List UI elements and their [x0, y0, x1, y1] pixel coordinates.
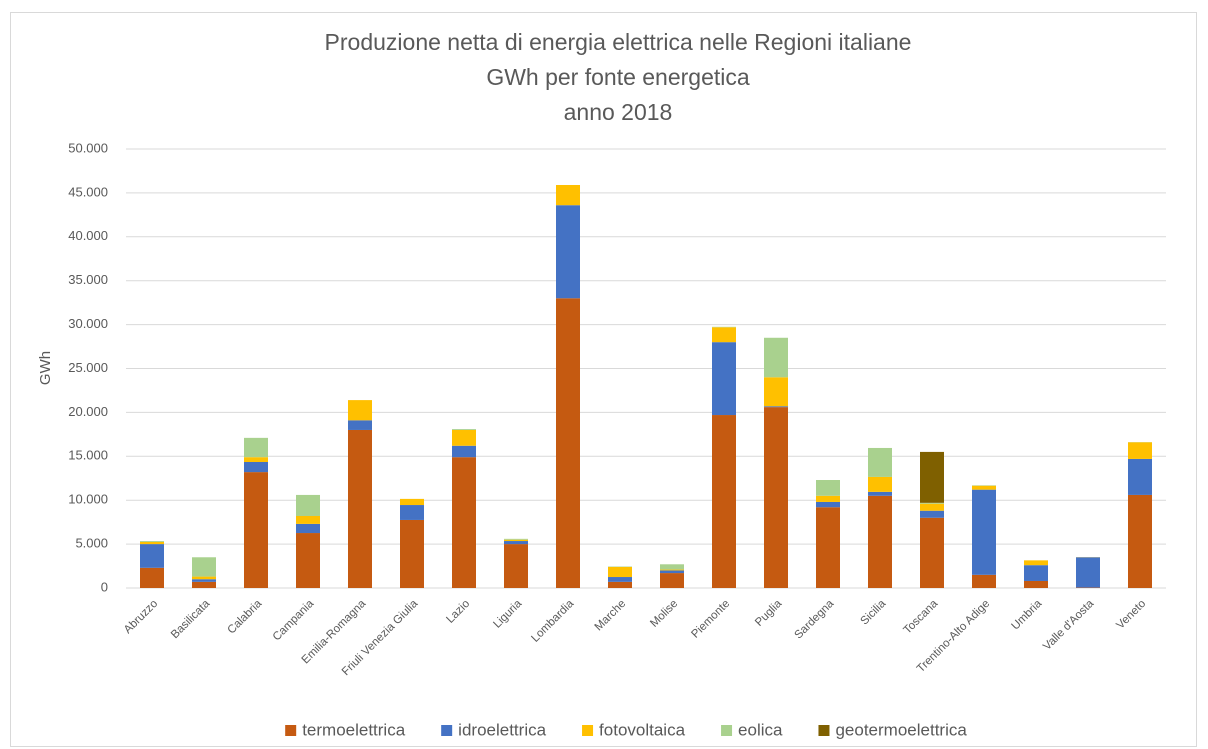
bar-segment	[920, 517, 944, 588]
bar-segment	[244, 437, 268, 458]
bar-segment	[660, 573, 684, 588]
bar-segment	[192, 581, 216, 588]
legend-label: termoelettrica	[302, 720, 406, 739]
bar-segment	[556, 184, 580, 206]
chart-border	[10, 12, 1197, 747]
legend-swatch	[582, 725, 594, 736]
bar-segment	[816, 495, 840, 502]
bar-segment	[920, 451, 944, 503]
bar-segment	[296, 533, 320, 588]
y-tick-label: 20.000	[68, 404, 108, 419]
bar-segment	[920, 502, 944, 504]
bar-segment	[504, 538, 528, 540]
chart-title: Produzione netta di energia elettrica ne…	[325, 29, 912, 55]
legend-label: eolica	[738, 720, 783, 739]
y-tick-label: 40.000	[68, 228, 108, 243]
bar-segment	[972, 574, 996, 588]
bar-segment	[140, 567, 164, 588]
bar-segment	[192, 579, 216, 582]
bar-segment	[400, 505, 424, 520]
bar-segment	[452, 429, 476, 430]
bar-segment	[660, 564, 684, 570]
y-tick-label: 10.000	[68, 492, 108, 507]
legend-label: fotovoltaica	[599, 720, 686, 739]
chart-title: GWh per fonte energetica	[486, 64, 750, 90]
y-tick-label: 25.000	[68, 360, 108, 375]
bar-segment	[452, 457, 476, 588]
bar-segment	[712, 415, 736, 588]
bar-segment	[660, 569, 684, 571]
bar-segment	[712, 342, 736, 416]
y-tick-label: 15.000	[68, 448, 108, 463]
bar-segment	[556, 298, 580, 588]
bar-segment	[1128, 494, 1152, 588]
bar-segment	[452, 445, 476, 458]
bar-segment	[244, 472, 268, 588]
bar-segment	[816, 480, 840, 496]
bar-segment	[556, 205, 580, 299]
bar-segment	[868, 491, 892, 496]
bar-segment	[140, 544, 164, 568]
bar-segment	[608, 577, 632, 582]
bar-segment	[764, 337, 788, 378]
chart-title: anno 2018	[564, 99, 673, 125]
bar-segment	[400, 498, 424, 506]
legend-swatch	[721, 725, 733, 736]
bar-segment	[504, 539, 528, 542]
legend-label: geotermoelettrica	[835, 720, 967, 739]
bar-segment	[1024, 565, 1048, 581]
bar-segment	[972, 489, 996, 575]
bar-segment	[140, 541, 164, 542]
y-tick-label: 35.000	[68, 272, 108, 287]
bar-segment	[244, 462, 268, 473]
bar-segment	[816, 507, 840, 588]
y-axis-label: GWh	[37, 351, 54, 385]
bar-segment	[504, 544, 528, 588]
y-tick-label: 5.000	[75, 536, 108, 551]
bar-segment	[1128, 458, 1152, 495]
bar-segment	[244, 457, 268, 463]
bar-segment	[1024, 560, 1048, 566]
y-tick-label: 45.000	[68, 184, 108, 199]
bar-segment	[816, 501, 840, 508]
bar-segment	[296, 494, 320, 517]
bar-segment	[972, 485, 996, 490]
bar-segment	[296, 523, 320, 534]
y-tick-label: 0	[101, 579, 108, 594]
legend-swatch	[285, 725, 297, 736]
bar-segment	[764, 377, 788, 407]
legend-swatch	[818, 725, 830, 736]
y-tick-label: 30.000	[68, 316, 108, 331]
bar-segment	[400, 519, 424, 588]
bar-segment	[764, 407, 788, 588]
bar-segment	[192, 557, 216, 577]
bar-segment	[920, 503, 944, 511]
bar-segment	[660, 570, 684, 574]
bar-segment	[192, 576, 216, 580]
bar-segment	[868, 447, 892, 477]
legend-swatch	[441, 725, 453, 736]
legend-label: idroelettrica	[458, 720, 546, 739]
bar-segment	[1024, 580, 1048, 588]
bar-segment	[608, 566, 632, 578]
bar-segment	[348, 420, 372, 430]
bar-segment	[868, 476, 892, 492]
y-tick-label: 50.000	[68, 140, 108, 155]
bar-segment	[1128, 442, 1152, 459]
bar-segment	[764, 406, 788, 408]
bar-segment	[608, 581, 632, 588]
bar-segment	[1076, 557, 1100, 588]
bar-segment	[140, 541, 164, 545]
bar-segment	[296, 516, 320, 524]
bar-segment	[452, 429, 476, 446]
bar-segment	[348, 400, 372, 421]
bar-segment	[868, 495, 892, 588]
bar-segment	[348, 429, 372, 588]
bar-segment	[920, 510, 944, 518]
bar-segment	[712, 327, 736, 343]
bar-segment	[504, 541, 528, 545]
